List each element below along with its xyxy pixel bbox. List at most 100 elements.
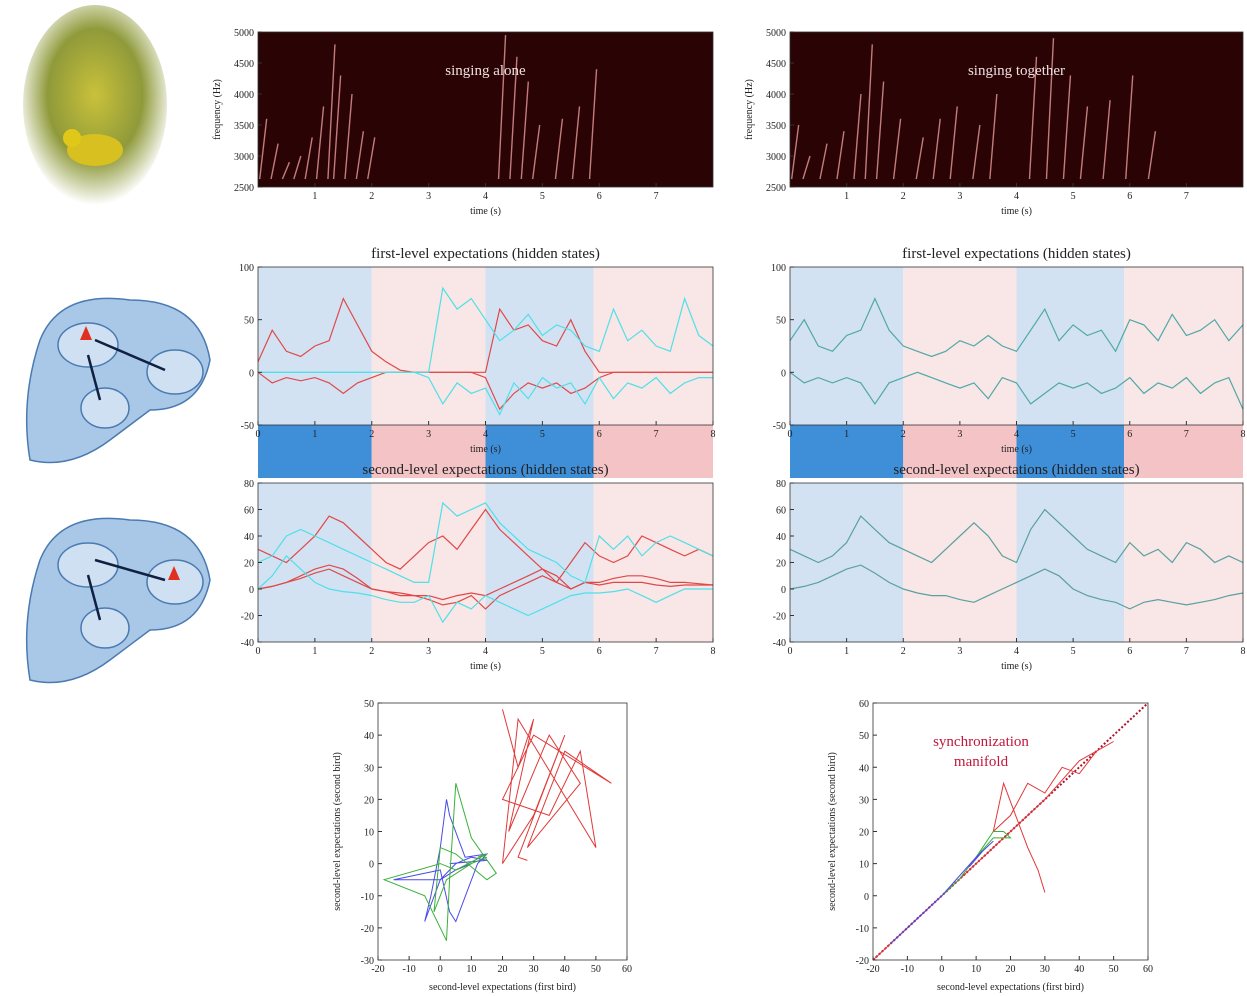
x-tick-label: 1 (312, 429, 317, 440)
syllable (497, 35, 507, 180)
y-tick-label: 0 (369, 860, 374, 871)
syllable (836, 131, 845, 180)
x-tick-label: 1 (844, 429, 849, 440)
x-tick-label: 1 (844, 646, 849, 657)
x-tick-label: 2 (369, 646, 374, 657)
syllable (1079, 106, 1089, 180)
syllable (1147, 131, 1157, 180)
y-tick-label: -10 (361, 892, 374, 903)
syllable (802, 155, 811, 180)
chart-title: second-level expectations (hidden states… (893, 462, 1139, 478)
x-tick-label: 4 (483, 429, 488, 440)
x-tick-label: 5 (540, 646, 545, 657)
syllable (949, 106, 958, 180)
x-axis-label: time (s) (1001, 444, 1032, 455)
x-axis-label: time (s) (470, 206, 501, 217)
y-tick-label: 40 (364, 731, 374, 742)
x-tick-label: 5 (540, 429, 545, 440)
x-tick-label: 7 (654, 191, 659, 202)
y-tick-label: 40 (859, 763, 869, 774)
x-tick-label: -20 (371, 964, 384, 975)
syllable (1045, 38, 1055, 180)
syllable (367, 137, 376, 180)
y-tick-label: 3500 (234, 121, 254, 132)
y-tick-label: 50 (776, 316, 786, 327)
brain-diagram-2 (25, 517, 211, 684)
x-tick-label: 2 (369, 191, 374, 202)
x-tick-label: 40 (560, 964, 570, 975)
x-tick-label: 6 (1127, 429, 1132, 440)
x-axis-label: time (s) (1001, 206, 1032, 217)
y-tick-label: -50 (241, 421, 254, 432)
y-tick-label: 10 (859, 860, 869, 871)
x-tick-label: 50 (1109, 964, 1119, 975)
syllable (355, 131, 365, 180)
series-line (258, 371, 713, 416)
x-tick-label: 10 (466, 964, 476, 975)
syllable (1028, 56, 1038, 180)
y-tick-label: -10 (856, 924, 869, 935)
syllable (571, 106, 581, 180)
syllable (892, 118, 902, 180)
phase-strip (371, 425, 486, 478)
chart-title: first-level expectations (hidden states) (902, 246, 1131, 262)
syllable (1062, 75, 1072, 180)
x-tick-label: 30 (529, 964, 539, 975)
syllable (819, 143, 828, 180)
annotation: manifold (954, 754, 1009, 770)
x-tick-label: 6 (1127, 191, 1132, 202)
syllable (790, 124, 800, 180)
chart-title: second-level expectations (hidden states… (362, 462, 608, 478)
annotation: singing together (968, 63, 1065, 79)
y-tick-label: 3000 (234, 152, 254, 163)
y-tick-label: -20 (361, 924, 374, 935)
x-tick-label: 40 (1074, 964, 1084, 975)
trajectory (872, 741, 1114, 961)
phase-band (485, 267, 594, 425)
x-tick-label: 1 (312, 191, 317, 202)
phase-strip (258, 425, 372, 478)
y-tick-label: 40 (776, 532, 786, 543)
y-tick-label: -40 (773, 638, 786, 649)
chart-title: first-level expectations (hidden states) (371, 246, 600, 262)
plot-background (790, 32, 1243, 187)
series-line (257, 554, 713, 624)
y-tick-label: 30 (364, 763, 374, 774)
syllable (1102, 100, 1111, 180)
x-tick-label: 8 (711, 646, 716, 657)
y-tick-label: 20 (859, 828, 869, 839)
y-tick-label: 20 (776, 559, 786, 570)
y-tick-label: 0 (249, 585, 254, 596)
series-line (257, 371, 713, 411)
y-tick-label: 10 (364, 828, 374, 839)
y-tick-label: -50 (773, 421, 786, 432)
x-tick-label: 3 (426, 191, 431, 202)
x-tick-label: 6 (597, 646, 602, 657)
y-tick-label: 4000 (234, 90, 254, 101)
x-tick-label: 7 (654, 429, 659, 440)
syllable (344, 93, 353, 180)
syllable (1125, 75, 1134, 180)
y-tick-label: 50 (364, 699, 374, 710)
x-tick-label: 3 (957, 429, 962, 440)
x-tick-label: 3 (426, 646, 431, 657)
plot-background (258, 32, 713, 187)
y-axis-label: frequency (Hz) (212, 79, 223, 140)
phase-band (903, 267, 1017, 425)
syllable (270, 143, 279, 180)
phase-band (790, 267, 904, 425)
y-tick-label: 0 (864, 892, 869, 903)
x-tick-label: 20 (498, 964, 508, 975)
y-tick-label: 3500 (766, 121, 786, 132)
x-tick-label: 7 (1184, 646, 1189, 657)
syllable (932, 118, 941, 180)
trajectory (382, 783, 498, 941)
syllable (520, 81, 530, 180)
trajectory (941, 831, 1012, 897)
x-tick-label: 10 (971, 964, 981, 975)
phase-band (485, 483, 594, 642)
x-tick-label: 2 (369, 429, 374, 440)
x-tick-label: 4 (483, 191, 488, 202)
y-tick-label: 40 (244, 532, 254, 543)
